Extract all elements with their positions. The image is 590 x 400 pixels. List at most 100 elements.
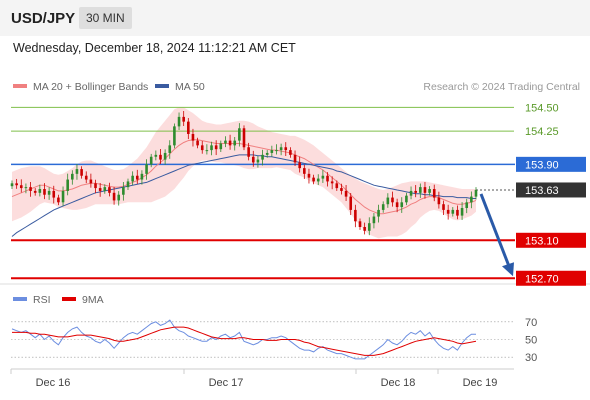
candle	[372, 212, 376, 229]
candle-body	[474, 189, 478, 197]
candle	[298, 156, 301, 173]
candle	[94, 179, 97, 194]
candle-body	[400, 202, 404, 208]
candle	[474, 187, 478, 200]
candle-body	[381, 204, 385, 210]
candle-body	[470, 196, 473, 203]
candle	[173, 123, 176, 149]
candle-body	[66, 179, 69, 191]
x-tick-label: Dec 17	[209, 377, 244, 389]
candle-body	[228, 140, 232, 146]
candle-body	[303, 168, 306, 174]
bollinger-band-layer	[12, 107, 476, 239]
candle	[233, 137, 237, 151]
candle	[303, 164, 306, 179]
candle	[460, 202, 464, 220]
timeframe-badge[interactable]: 30 MIN	[79, 7, 132, 29]
candle-body	[140, 173, 144, 180]
candle	[423, 182, 427, 199]
legend-ma50-swatch	[155, 84, 169, 88]
candle-body	[159, 154, 162, 160]
candle-body	[428, 189, 431, 193]
candle-body	[89, 179, 93, 184]
candle-body	[423, 187, 427, 193]
candle-body	[84, 175, 88, 180]
candle	[122, 182, 125, 201]
candle	[177, 112, 181, 130]
level-label-152-70: 152.70	[525, 273, 559, 285]
candle	[242, 125, 246, 151]
candle	[19, 179, 23, 193]
candle	[381, 201, 385, 213]
candle-body	[377, 209, 380, 217]
candle	[465, 198, 469, 214]
x-axis-layer: Dec 16 Dec 17 Dec 18 Dec 19	[10, 369, 497, 389]
candle-body	[335, 183, 339, 189]
candle-body	[391, 197, 394, 203]
candle	[409, 186, 413, 200]
candle-body	[284, 147, 288, 151]
candle	[312, 174, 315, 185]
timestamp: Wednesday, December 18, 2024 11:12:21 AM…	[13, 41, 296, 55]
candle	[103, 184, 107, 194]
candle-body	[437, 197, 441, 205]
candle	[98, 182, 102, 197]
candle	[340, 183, 343, 195]
candle-body	[247, 147, 250, 157]
legend-ma20-swatch	[13, 84, 27, 88]
candle	[326, 172, 329, 187]
candle-body	[275, 150, 278, 152]
candle-body	[117, 194, 121, 201]
candle	[251, 150, 255, 167]
candle	[71, 170, 74, 185]
candle-body	[261, 154, 264, 160]
level-label-153-63: 153.63	[525, 185, 559, 197]
candle-body	[131, 175, 134, 182]
candle-body	[33, 190, 37, 193]
pair-title: USD/JPY	[11, 10, 76, 27]
candle-body	[191, 133, 195, 141]
candle-body	[298, 162, 301, 169]
candle-body	[205, 150, 209, 152]
candle	[395, 198, 399, 213]
candle	[363, 222, 366, 235]
candle-body	[219, 143, 223, 150]
candle-body	[149, 156, 153, 165]
candle-body	[312, 177, 315, 182]
candle	[47, 187, 51, 200]
candle-body	[43, 189, 46, 195]
candle-body	[187, 121, 190, 134]
candle	[205, 144, 209, 155]
candle	[163, 149, 167, 165]
candle	[432, 184, 436, 202]
candle	[256, 155, 260, 168]
candle	[377, 204, 380, 223]
candle-body	[135, 175, 139, 180]
candle	[400, 197, 404, 213]
candle	[247, 142, 250, 161]
candle-body	[265, 152, 269, 155]
candle	[214, 140, 218, 156]
candle	[437, 191, 441, 209]
candle	[451, 207, 455, 217]
candle-body	[61, 190, 65, 203]
candle	[200, 140, 204, 154]
candle	[293, 150, 297, 167]
candle	[10, 180, 14, 190]
candle-body	[363, 226, 366, 231]
candle	[284, 142, 288, 156]
candle	[270, 145, 274, 157]
chart-credit: Research © 2024 Trading Central	[423, 81, 580, 93]
candle-body	[321, 175, 325, 179]
candle	[275, 144, 278, 155]
candle	[66, 173, 69, 196]
level-label-153-10: 153.10	[525, 235, 559, 247]
candle-body	[256, 159, 260, 163]
candle	[261, 149, 264, 166]
candle-body	[414, 190, 417, 193]
candle-body	[112, 192, 116, 201]
candle	[279, 143, 283, 156]
candle	[354, 204, 357, 228]
level-tag-152-70	[516, 270, 586, 286]
candle-body	[47, 190, 51, 195]
